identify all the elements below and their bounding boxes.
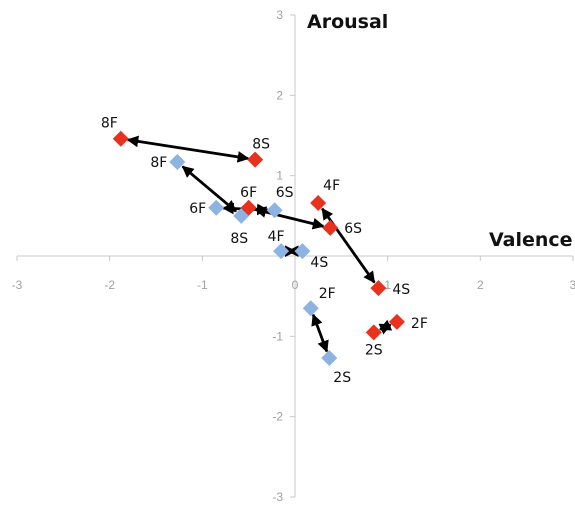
point-label: 4F	[268, 229, 285, 245]
data-point-diamond	[240, 199, 257, 216]
point-labels: 8F 8S 6F 4F 6S 4S 2F 2S 8F 6F 8S 6S 4F 4S 2F 2S	[101, 116, 428, 386]
double-arrow	[126, 135, 250, 163]
x-tick-label: 0	[292, 278, 299, 292]
data-point-diamond	[322, 219, 339, 236]
x-tick-label: 2	[477, 278, 484, 292]
y-tick-label: 3	[276, 8, 283, 22]
y-axis-title: Arousal	[307, 11, 388, 33]
double-arrow	[378, 319, 393, 335]
point-label: 8S	[230, 231, 248, 247]
y-tick-label: 2	[276, 88, 283, 102]
point-label: 4S	[310, 255, 328, 271]
y-tick-label: -1	[272, 329, 283, 343]
data-point-diamond	[273, 243, 290, 260]
data-point-diamond	[388, 313, 405, 330]
x-axis-title: Valence	[489, 229, 573, 251]
data-point-diamond	[310, 194, 327, 211]
point-label: 2F	[319, 286, 336, 302]
point-label: 4S	[392, 282, 410, 298]
data-point-diamond	[370, 280, 387, 297]
data-point-diamond	[302, 300, 319, 317]
data-point-diamond	[208, 199, 225, 216]
point-label: 2S	[365, 342, 383, 358]
data-points	[112, 130, 405, 367]
y-tick-label: -2	[272, 410, 283, 424]
point-label: 2F	[411, 316, 428, 332]
x-tick-label: 3	[570, 278, 575, 292]
double-arrow	[254, 206, 325, 230]
data-point-diamond	[112, 130, 129, 147]
data-point-diamond	[294, 243, 311, 260]
data-point-diamond	[169, 154, 186, 171]
point-label: 6F	[189, 201, 206, 217]
point-label: 8F	[101, 116, 118, 132]
point-label: 8F	[150, 155, 167, 171]
data-point-diamond	[321, 350, 338, 367]
x-tick-label: 1	[384, 278, 391, 292]
x-tick-label: -3	[12, 278, 23, 292]
double-arrow	[311, 313, 329, 353]
double-arrow	[321, 207, 376, 284]
point-label: 2S	[333, 370, 351, 386]
x-tick-label: -1	[197, 278, 208, 292]
point-label: 6S	[276, 185, 294, 201]
y-tick-label: -3	[272, 490, 283, 504]
point-label: 6F	[240, 185, 257, 201]
point-label: 6S	[344, 221, 362, 237]
x-tick-label: -2	[104, 278, 115, 292]
y-tick-label: 1	[276, 169, 283, 183]
tick-labels: -3 -2 -1 0 1 2 3 -3 -2 -1 1 2 3	[12, 8, 575, 504]
point-label: 4F	[323, 178, 340, 194]
point-label: 8S	[252, 137, 270, 153]
data-point-diamond	[365, 324, 382, 341]
data-point-diamond	[247, 151, 264, 168]
arrows	[126, 135, 393, 353]
data-point-diamond	[266, 202, 283, 219]
